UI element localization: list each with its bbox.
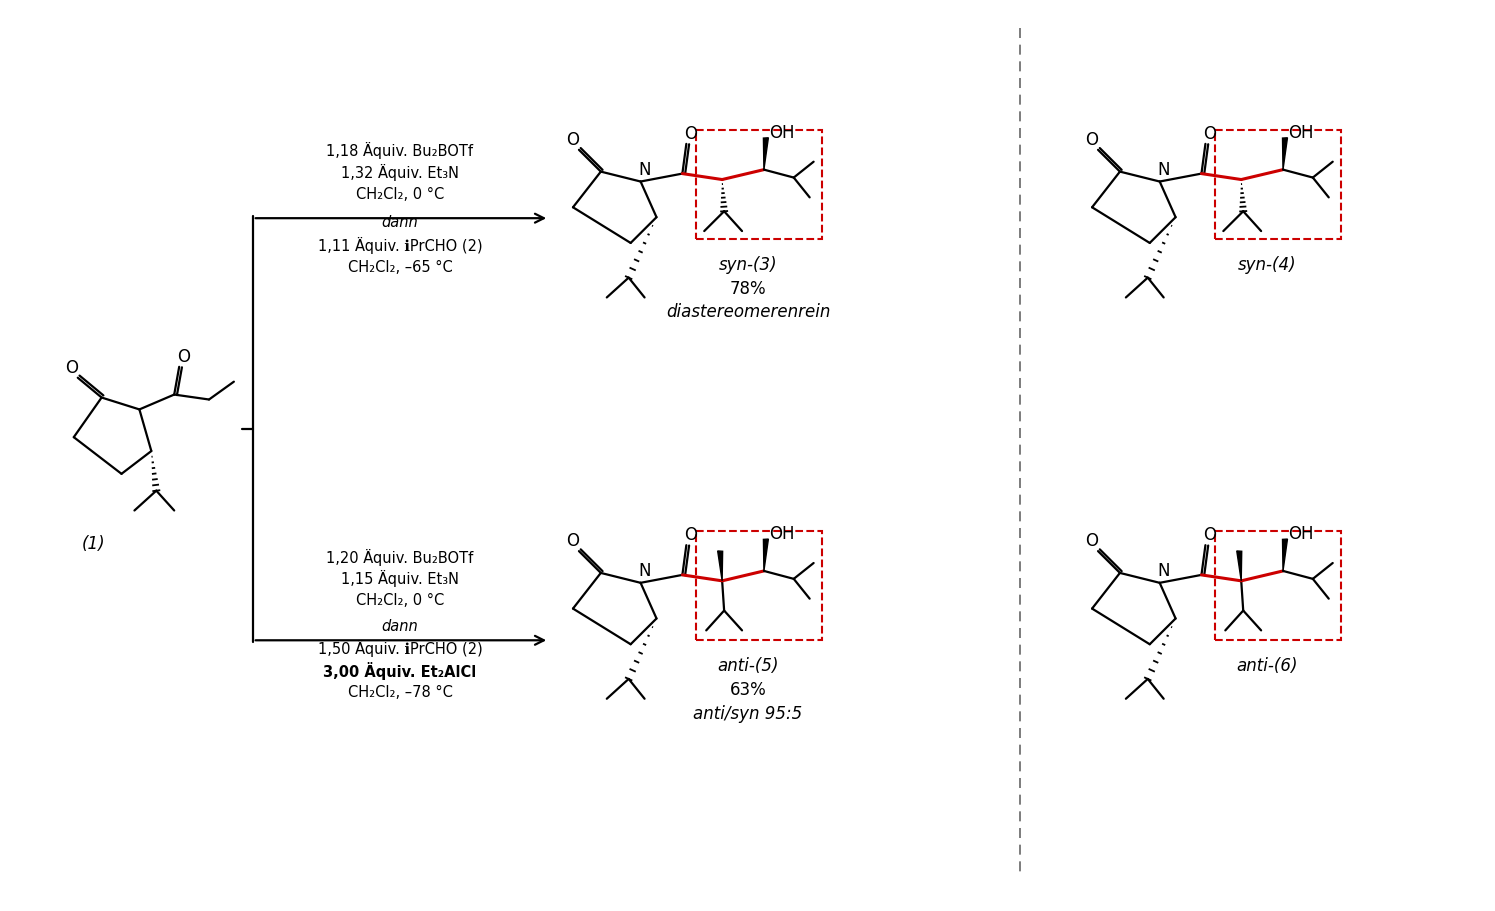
Text: anti-(6): anti-(6) [1236, 656, 1298, 674]
Text: O: O [176, 347, 190, 365]
Text: syn-(4): syn-(4) [1238, 255, 1296, 273]
Text: CH₂Cl₂, –78 °C: CH₂Cl₂, –78 °C [347, 684, 453, 700]
Text: O: O [683, 125, 697, 143]
Text: O: O [1085, 131, 1099, 148]
Text: CH₂Cl₂, 0 °C: CH₂Cl₂, 0 °C [356, 592, 444, 608]
Text: O: O [1203, 526, 1215, 544]
Text: N: N [1157, 160, 1171, 179]
Text: OH: OH [768, 525, 794, 543]
Text: diastereomerenrein: diastereomerenrein [665, 303, 830, 321]
Text: 1,11 Äquiv. ℹPrCHO (2): 1,11 Äquiv. ℹPrCHO (2) [317, 237, 483, 254]
Text: O: O [567, 131, 580, 148]
Text: anti/syn 95:5: anti/syn 95:5 [694, 704, 803, 722]
Text: 1,20 Äquiv. Bu₂BOTf: 1,20 Äquiv. Bu₂BOTf [326, 548, 474, 565]
Polygon shape [764, 138, 768, 170]
Text: dann: dann [381, 214, 419, 230]
Text: N: N [638, 561, 650, 579]
Polygon shape [764, 539, 768, 571]
Text: syn-(3): syn-(3) [719, 255, 777, 273]
Polygon shape [1236, 551, 1242, 581]
Text: O: O [567, 532, 580, 549]
Text: dann: dann [381, 619, 419, 633]
Bar [1215, 532, 1341, 640]
Text: 3,00 Äquiv. Et₂AlCl: 3,00 Äquiv. Et₂AlCl [323, 661, 477, 680]
Text: 78%: 78% [730, 280, 767, 297]
Text: O: O [66, 358, 78, 376]
Text: OH: OH [1289, 124, 1314, 142]
Text: N: N [1157, 561, 1171, 579]
Text: anti-(5): anti-(5) [718, 656, 779, 674]
Text: (1): (1) [82, 535, 106, 553]
Text: O: O [1085, 532, 1099, 549]
Polygon shape [718, 551, 722, 581]
Text: 1,50 Äquiv. ℹPrCHO (2): 1,50 Äquiv. ℹPrCHO (2) [317, 639, 483, 656]
Text: N: N [638, 160, 650, 179]
Text: CH₂Cl₂, 0 °C: CH₂Cl₂, 0 °C [356, 187, 444, 201]
Text: 1,18 Äquiv. Bu₂BOTf: 1,18 Äquiv. Bu₂BOTf [326, 142, 474, 159]
Text: O: O [1203, 125, 1215, 143]
Polygon shape [1283, 138, 1287, 170]
Polygon shape [1283, 539, 1287, 571]
Text: 63%: 63% [730, 681, 767, 698]
Text: 1,15 Äquiv. Et₃N: 1,15 Äquiv. Et₃N [341, 569, 459, 587]
Text: O: O [683, 526, 697, 544]
Text: OH: OH [768, 124, 794, 142]
Bar [697, 532, 822, 640]
Bar [697, 131, 822, 240]
Bar [1215, 131, 1341, 240]
Text: 1,32 Äquiv. Et₃N: 1,32 Äquiv. Et₃N [341, 164, 459, 181]
Text: CH₂Cl₂, –65 °C: CH₂Cl₂, –65 °C [347, 260, 453, 275]
Text: OH: OH [1289, 525, 1314, 543]
